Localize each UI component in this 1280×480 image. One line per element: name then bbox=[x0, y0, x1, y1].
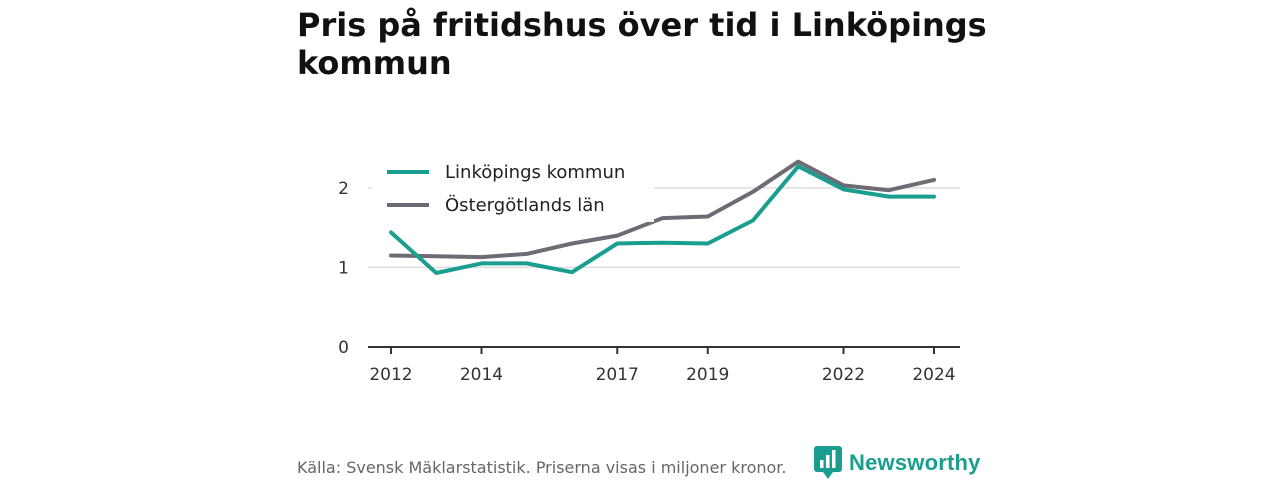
series-line-1 bbox=[389, 159, 936, 260]
x-tick-label: 2012 bbox=[369, 365, 412, 385]
chart-title: Pris på fritidshus över tid i Linköpings… bbox=[297, 6, 987, 82]
x-tick-label: 2017 bbox=[596, 365, 639, 385]
brand-name: Newsworthy bbox=[849, 450, 981, 475]
legend: Linköpings kommun Östergötlands län bbox=[372, 150, 654, 222]
brand-logo: Newsworthy bbox=[814, 446, 981, 480]
x-tick-label: 2019 bbox=[686, 365, 729, 385]
source-note: Källa: Svensk Mäklarstatistik. Priserna … bbox=[297, 458, 787, 477]
y-tick-label: 1 bbox=[338, 258, 349, 278]
series-lines bbox=[389, 159, 936, 275]
legend-label-1: Östergötlands län bbox=[445, 194, 605, 216]
axes: 0 1 2 2012 2014 2017 2019 2022 2024 bbox=[338, 179, 960, 385]
legend-label-0: Linköpings kommun bbox=[445, 162, 625, 183]
x-tick-label: 2024 bbox=[912, 365, 955, 385]
newsworthy-logo-icon bbox=[814, 446, 842, 479]
legend-background bbox=[372, 150, 654, 222]
x-tick-label: 2014 bbox=[460, 365, 503, 385]
x-tick-label: 2022 bbox=[822, 365, 865, 385]
series-line-0 bbox=[389, 164, 936, 275]
y-tick-label: 0 bbox=[338, 338, 349, 358]
y-tick-label: 2 bbox=[338, 179, 349, 199]
line-chart: 0 1 2 2012 2014 2017 2019 2022 2024 Linköpings k… bbox=[338, 150, 960, 385]
